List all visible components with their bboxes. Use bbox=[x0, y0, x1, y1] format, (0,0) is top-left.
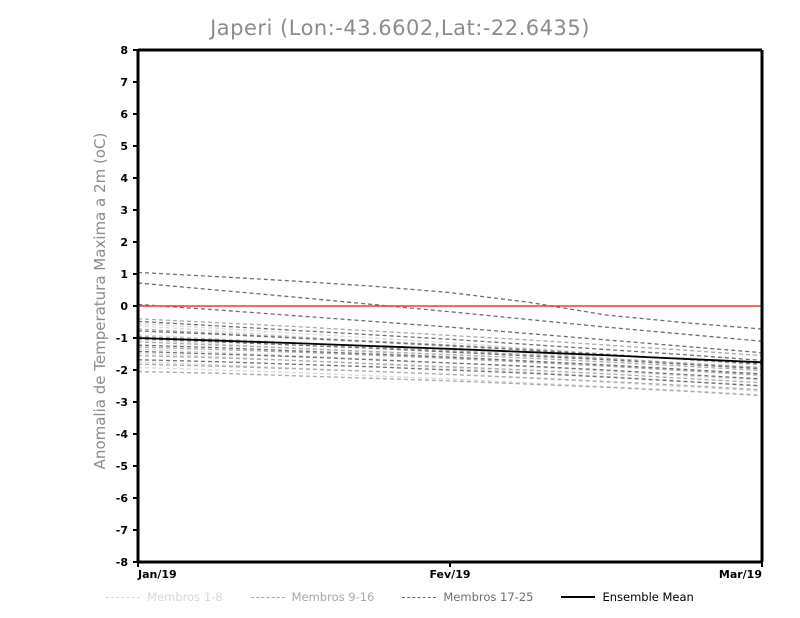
legend-swatch bbox=[106, 596, 141, 598]
series-line bbox=[137, 318, 763, 357]
y-tick-label: -2 bbox=[116, 364, 128, 377]
series-line bbox=[137, 348, 763, 381]
legend-label: Membros 1-8 bbox=[147, 590, 223, 604]
legend-label: Ensemble Mean bbox=[602, 590, 694, 604]
legend-item: Membros 1-8 bbox=[106, 590, 223, 604]
y-tick-label: -1 bbox=[116, 332, 128, 345]
y-tick-label: -6 bbox=[116, 492, 129, 505]
y-tick-label: -3 bbox=[116, 396, 128, 409]
legend-item: Membros 17-25 bbox=[402, 590, 533, 604]
series-line bbox=[137, 341, 763, 372]
series-line bbox=[137, 303, 763, 354]
series-line bbox=[137, 344, 763, 375]
legend-item: Membros 9-16 bbox=[250, 590, 375, 604]
x-tick-labels: Jan/19 Fev/19 Mar/19 bbox=[137, 562, 763, 581]
series-line bbox=[137, 359, 763, 387]
y-tick-labels: 8 7 6 5 4 3 2 1 0 -1 -2 -3 -4 -5 -6 -7 -8 bbox=[116, 44, 138, 569]
legend-label: Membros 9-16 bbox=[291, 590, 375, 604]
y-tick-label: 6 bbox=[120, 108, 128, 121]
y-tick-label: 3 bbox=[120, 204, 128, 217]
y-tick-label: 5 bbox=[120, 140, 128, 153]
y-tick-label: -8 bbox=[116, 556, 128, 569]
y-tick-label: -4 bbox=[116, 428, 129, 441]
legend-swatch bbox=[402, 596, 437, 598]
series-line bbox=[137, 361, 763, 392]
legend-swatch bbox=[561, 596, 596, 598]
legend-swatch bbox=[250, 596, 285, 598]
series-line bbox=[137, 271, 763, 330]
chart-title: Japeri (Lon:-43.6602,Lat:-22.6435) bbox=[210, 16, 590, 40]
y-tick-label: 0 bbox=[120, 300, 128, 313]
series-line bbox=[137, 335, 763, 369]
y-tick-label: 2 bbox=[120, 236, 128, 249]
chart-legend: Membros 1-8 Membros 9-16 Membros 17-25 Ense… bbox=[0, 586, 800, 608]
series-line bbox=[137, 350, 763, 380]
legend-label: Membros 17-25 bbox=[443, 590, 534, 604]
y-tick-label: -5 bbox=[116, 460, 128, 473]
x-tick-label: Mar/19 bbox=[719, 568, 762, 581]
series-line bbox=[137, 370, 763, 397]
series-line bbox=[137, 337, 763, 370]
x-tick-label: Jan/19 bbox=[137, 568, 177, 581]
series-line bbox=[137, 366, 763, 396]
series-line bbox=[137, 337, 763, 364]
series-line bbox=[137, 354, 763, 384]
y-tick-label: 4 bbox=[120, 172, 128, 185]
series-line bbox=[137, 320, 763, 362]
x-tick-label: Fev/19 bbox=[429, 568, 470, 581]
y-tick-label: 8 bbox=[120, 44, 128, 57]
series-line bbox=[137, 363, 763, 391]
series-line bbox=[137, 346, 763, 376]
y-tick-label: -7 bbox=[116, 524, 128, 537]
series-layer bbox=[137, 271, 763, 397]
y-tick-label: 1 bbox=[120, 268, 128, 281]
y-tick-label: 7 bbox=[120, 76, 128, 89]
legend-item: Ensemble Mean bbox=[561, 590, 694, 604]
